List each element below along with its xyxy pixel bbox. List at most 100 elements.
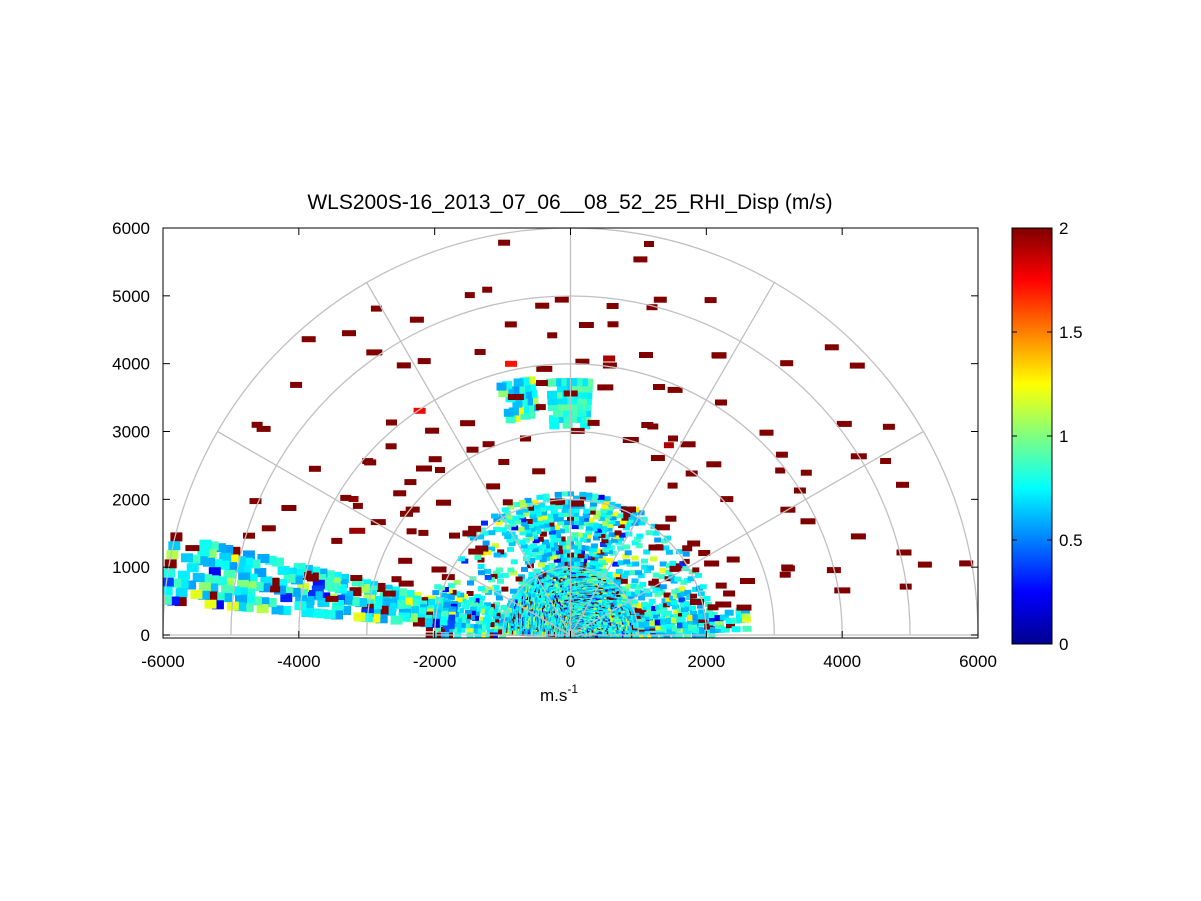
data-cell: [177, 570, 190, 580]
data-cell: [556, 516, 564, 522]
data-cell: [443, 593, 451, 599]
data-cell: [661, 598, 669, 604]
data-cell: [495, 567, 503, 573]
data-cell: [630, 511, 638, 516]
data-cell: [577, 378, 588, 387]
data-cell: [509, 386, 520, 395]
data-cell: [516, 509, 524, 515]
data-cell: [186, 563, 199, 573]
data-cell: [232, 563, 245, 573]
data-cell: [680, 591, 688, 597]
data-cell: [425, 626, 433, 632]
data-cell: [591, 493, 599, 499]
data-cell: [475, 624, 482, 630]
data-cell: [477, 586, 485, 592]
colorbar: 0 0.5 1 1.5 2: [1011, 219, 1083, 654]
data-cell: [517, 526, 525, 532]
data-cell: [417, 358, 431, 365]
data-cell: [578, 322, 594, 328]
data-cell: [692, 614, 702, 621]
data-cell: [600, 568, 608, 574]
data-cell: [597, 384, 614, 391]
data-cell: [208, 567, 221, 577]
data-cell: [436, 499, 451, 506]
data-cell: [659, 567, 667, 573]
data-cell: [672, 604, 679, 610]
data-cell: [508, 407, 519, 416]
data-cell: [308, 608, 321, 618]
data-cell: [647, 607, 655, 613]
data-cell: [519, 405, 530, 414]
data-cell: [684, 578, 691, 583]
data-cell: [430, 603, 442, 613]
data-cell: [544, 505, 552, 511]
data-cell: [466, 446, 479, 453]
data-cell: [546, 513, 553, 519]
data-cell: [467, 601, 475, 607]
data-cell: [513, 378, 524, 387]
data-cell: [600, 508, 608, 513]
data-cell: [567, 378, 578, 386]
data-cell: [355, 598, 368, 608]
data-cell: [493, 612, 501, 618]
data-cell: [436, 610, 449, 620]
data-cell: [547, 332, 558, 339]
elevation-spoke: [569, 282, 775, 636]
x-tick-label: -6000: [141, 652, 184, 671]
data-cell: [532, 504, 540, 510]
data-cell: [515, 385, 525, 394]
data-cell: [477, 534, 485, 540]
data-cell: [488, 618, 496, 624]
data-cell: [726, 622, 735, 629]
data-cell: [525, 376, 536, 385]
data-cell: [731, 626, 741, 633]
colorbar-tick-label: 0.5: [1059, 531, 1083, 550]
data-cell: [641, 601, 648, 607]
data-cell: [703, 596, 711, 601]
data-cell: [497, 578, 504, 584]
data-cell: [574, 548, 582, 554]
data-cell: [175, 588, 188, 598]
data-cell: [607, 505, 614, 511]
data-cell: [590, 497, 598, 503]
data-cell: [414, 607, 427, 617]
data-cell: [528, 396, 539, 405]
data-cell: [332, 594, 345, 604]
data-cell: [577, 384, 588, 393]
data-cell: [620, 578, 628, 584]
data-cell: [656, 608, 664, 614]
data-cell: [185, 545, 200, 552]
data-cell: [662, 602, 670, 608]
data-cell: [669, 595, 677, 601]
data-cell: [642, 605, 650, 611]
data-cell: [315, 568, 328, 578]
data-cell: [638, 621, 648, 628]
data-cell: [454, 622, 462, 628]
data-cell: [438, 585, 446, 591]
data-cell: [482, 441, 495, 448]
data-cell: [505, 415, 516, 424]
data-cell: [531, 547, 539, 553]
data-cell: [337, 573, 350, 583]
data-cell: [536, 494, 544, 500]
data-cell: [582, 512, 590, 518]
data-cell: [484, 617, 492, 623]
data-cell: [665, 515, 677, 522]
data-cell: [683, 601, 691, 607]
data-cell: [486, 629, 494, 634]
data-cell: [599, 529, 607, 534]
data-cell: [741, 612, 751, 618]
data-cell: [667, 386, 683, 393]
data-cell: [392, 599, 405, 609]
colorbar-tick-label: 1.5: [1059, 323, 1083, 342]
data-cell: [502, 381, 513, 390]
data-cell: [775, 451, 788, 458]
data-cell: [292, 569, 305, 579]
data-cell: [512, 594, 520, 600]
data-cell: [682, 551, 690, 557]
data-cell: [562, 384, 572, 393]
data-cell: [695, 572, 702, 578]
data-cell: [654, 591, 662, 597]
data-cell: [487, 622, 495, 628]
data-cell: [651, 606, 659, 611]
